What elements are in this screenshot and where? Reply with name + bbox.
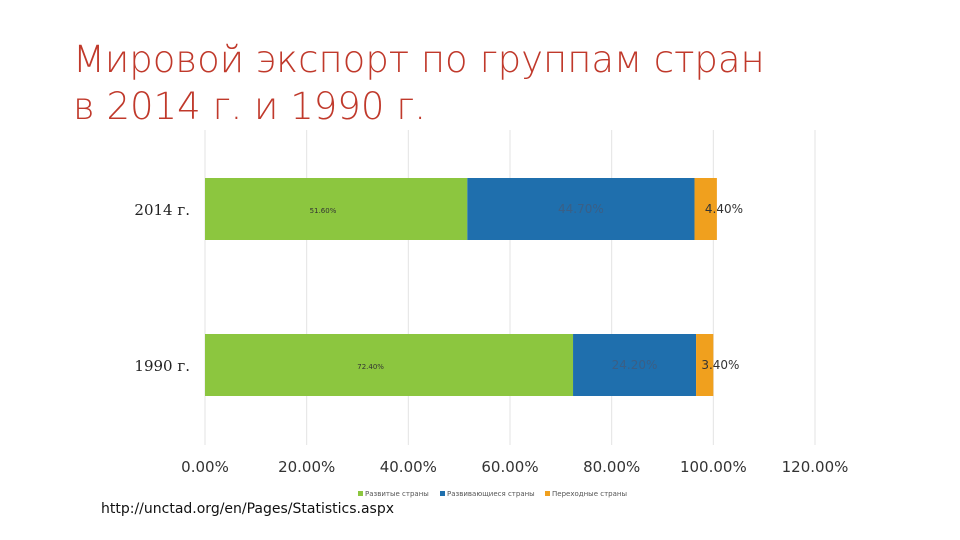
category-label: 2014 г. (134, 201, 190, 219)
legend-swatch (545, 491, 550, 496)
data-label: 44.70% (558, 202, 604, 216)
data-label: 3.40% (701, 358, 739, 372)
data-label: 51.60% (310, 207, 337, 215)
x-tick-label: 60.00% (481, 458, 538, 476)
bar-segment (573, 334, 697, 396)
legend-swatch (440, 491, 445, 496)
title-line-2: в 2014 г. и 1990 г. (73, 85, 427, 128)
bar-segment (696, 334, 714, 396)
bar-segment (694, 178, 717, 240)
legend-label: Развитые страны (365, 490, 429, 498)
legend-label: Развивающиеся страны (447, 490, 535, 498)
x-tick-label: 20.00% (278, 458, 335, 476)
data-label: 72.40% (357, 363, 384, 371)
slide-title: Мировой экспорт по группам стран в 2014 … (73, 36, 893, 130)
data-label: 4.40% (705, 202, 743, 216)
bar-segment (467, 178, 695, 240)
legend-label: Переходные страны (552, 490, 627, 498)
bar-segment (205, 178, 468, 240)
legend-swatch (358, 491, 363, 496)
data-label: 24.20% (612, 358, 658, 372)
x-tick-label: 100.00% (680, 458, 747, 476)
x-tick-label: 0.00% (181, 458, 229, 476)
source-url: http://unctad.org/en/Pages/Statistics.as… (101, 501, 395, 517)
x-tick-label: 80.00% (583, 458, 640, 476)
bar-segment (205, 334, 574, 396)
x-tick-label: 40.00% (380, 458, 437, 476)
title-line-1: Мировой экспорт по группам стран (73, 38, 765, 81)
x-tick-label: 120.00% (782, 458, 849, 476)
category-label: 1990 г. (134, 357, 190, 375)
